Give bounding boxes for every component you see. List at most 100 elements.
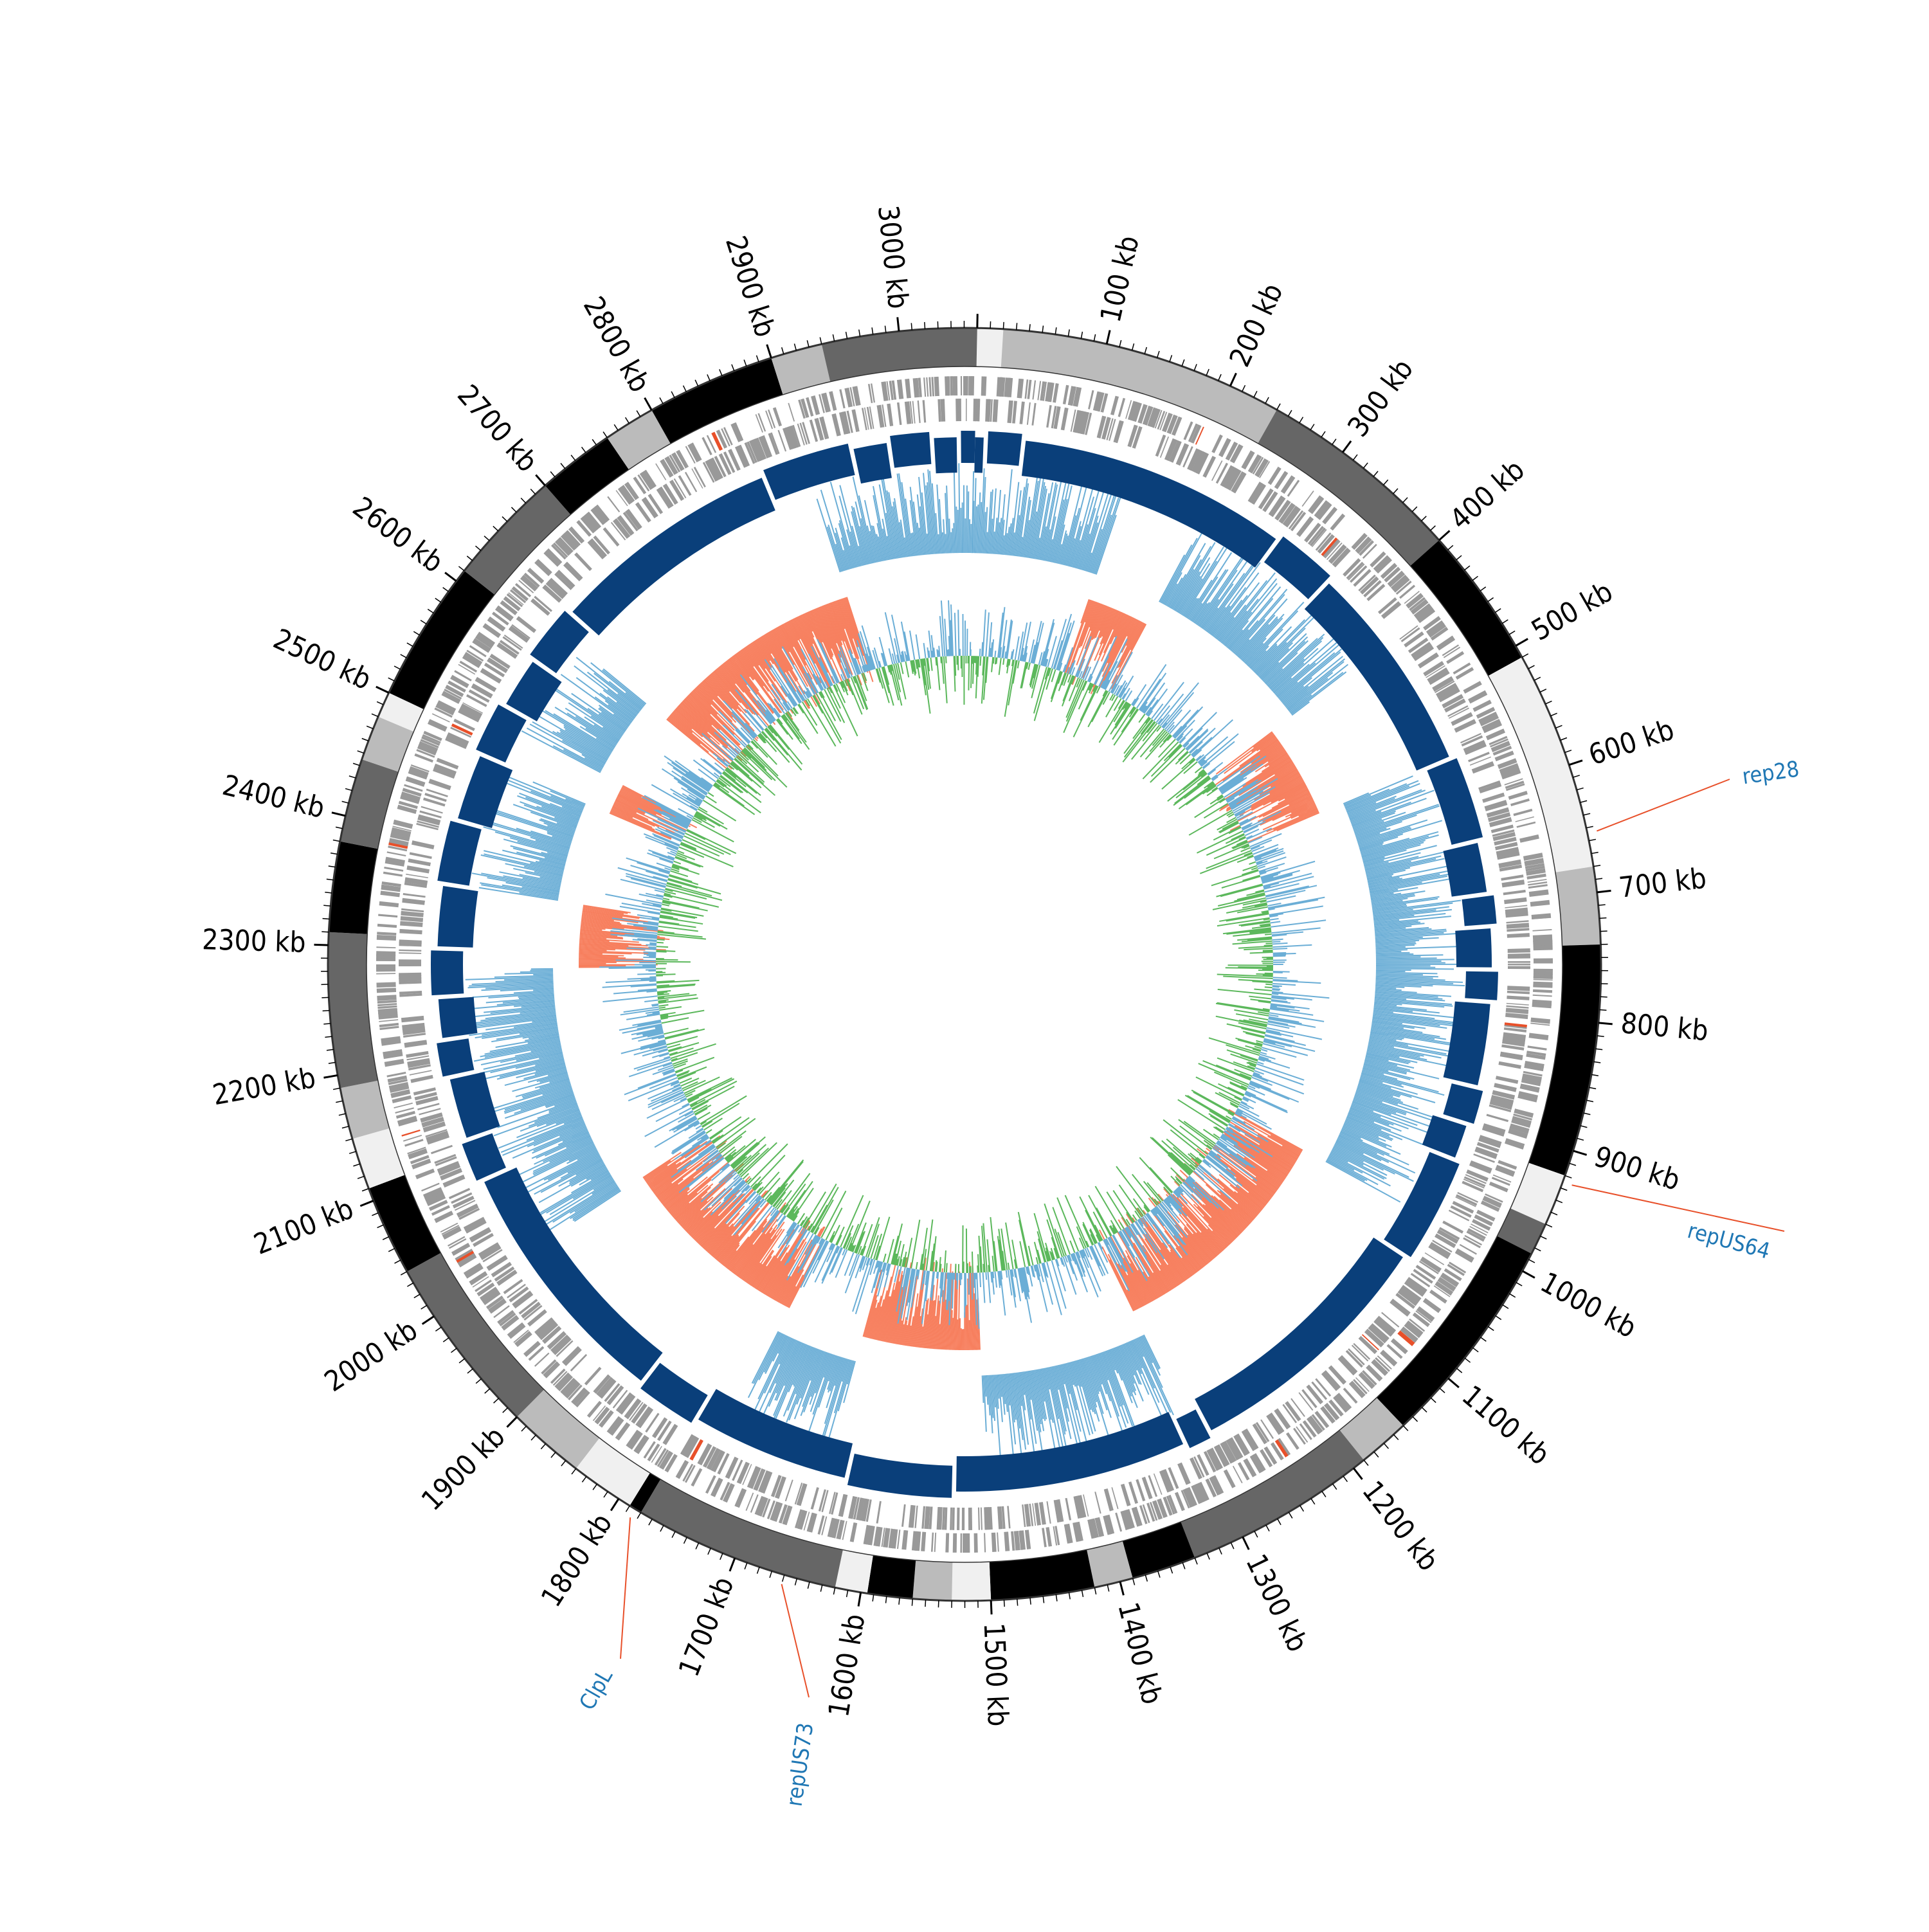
gc-bar-low: [930, 658, 932, 671]
gene-mark: [978, 1508, 980, 1530]
gc-bar-low: [973, 656, 974, 683]
gc-bar-high: [1272, 941, 1281, 942]
gene-mark: [1494, 1083, 1517, 1092]
gene-mark: [1534, 979, 1553, 980]
gc-bar-low: [657, 985, 669, 986]
gc-bar-high: [957, 1273, 958, 1290]
gene-mark: [1115, 1513, 1122, 1532]
gc-bar-low: [1209, 1038, 1260, 1053]
gc-bar-low: [1077, 1227, 1086, 1249]
contig-segment: [1443, 843, 1487, 897]
skew-bar-positive: [505, 973, 554, 974]
gc-bar-high: [649, 943, 657, 944]
gc-bar-low: [1164, 744, 1181, 761]
skew-bar-positive: [966, 485, 967, 553]
contig-segment: [1443, 1083, 1483, 1124]
gc-bar-high: [606, 980, 657, 982]
gc-bar-high: [1255, 1068, 1303, 1085]
gc-bar-low: [674, 862, 681, 864]
skew-bar-positive: [945, 534, 946, 553]
gc-bar-high: [1092, 1245, 1105, 1275]
gene-mark: [1533, 995, 1552, 997]
gc-bar-low: [911, 1220, 919, 1268]
gc-bar-high: [1254, 849, 1283, 859]
gc-bar-high: [649, 948, 656, 949]
gc-bar-low: [1216, 1065, 1251, 1079]
gc-bar-high: [1042, 619, 1054, 665]
gc-bar-high: [637, 974, 656, 975]
gc-bar-low: [944, 656, 947, 703]
gc-bar-low: [1217, 1003, 1270, 1011]
gene-mark: [1063, 385, 1069, 404]
gc-bar-high: [929, 651, 930, 658]
gc-bar-low: [658, 1000, 668, 1001]
gc-bar-low: [1263, 950, 1273, 951]
contig-segment: [1422, 1115, 1467, 1158]
contig-segment: [530, 611, 589, 673]
gc-bar-low: [786, 712, 799, 730]
gene-mark: [1527, 1045, 1546, 1051]
skew-bar-positive: [520, 971, 553, 972]
gc-bar-low: [1058, 1232, 1066, 1256]
gc-bar-low: [656, 974, 675, 975]
gc-bar-low: [809, 1184, 837, 1231]
gc-bar-low: [1123, 721, 1155, 762]
gc-bar-high: [605, 894, 661, 905]
gene-mark: [1027, 402, 1031, 425]
gene-mark: [952, 1508, 954, 1530]
skew-bar-positive: [530, 970, 553, 971]
gc-bar-low: [1057, 1198, 1078, 1251]
contig-segment: [476, 705, 527, 763]
gc-bar-high: [657, 863, 671, 868]
contig-segment: [1022, 441, 1276, 568]
skew-bar-negative: [967, 1305, 968, 1350]
gc-bar-high: [1262, 1047, 1296, 1057]
gc-bar-low: [1239, 1020, 1267, 1026]
gene-mark: [412, 840, 435, 849]
gc-bar-high: [778, 1216, 785, 1225]
gc-bar-high: [644, 952, 657, 953]
skew-bar-positive: [1090, 496, 1114, 573]
gene-mark: [850, 1522, 858, 1542]
skew-bar-positive: [1376, 958, 1437, 959]
contig-segment: [853, 443, 891, 483]
gc-bar-high: [1272, 948, 1287, 949]
contig-segment: [961, 431, 975, 463]
gc-bar-high: [1187, 1178, 1218, 1209]
gc-bar-low: [1139, 1157, 1172, 1193]
contig-segment: [974, 437, 984, 473]
gc-bar-high: [651, 1004, 658, 1005]
contig-segment: [439, 997, 478, 1038]
skew-bar-negative: [579, 957, 626, 958]
gc-bar-low: [1265, 987, 1272, 988]
gc-bar-high: [616, 960, 656, 961]
gc-bar-high: [1272, 989, 1279, 990]
gc-bar-high: [1261, 1049, 1267, 1051]
gc-bar-high: [1182, 712, 1217, 746]
skew-bar-positive: [971, 524, 972, 553]
gene-mark: [981, 1508, 983, 1530]
gene-mark: [1094, 1492, 1101, 1513]
skew-bar-positive: [959, 464, 960, 554]
gc-bar-low: [1216, 1004, 1269, 1012]
gene-mark: [1503, 890, 1526, 895]
contig-segment: [847, 1454, 952, 1498]
gene-mark: [1516, 817, 1534, 822]
gene-mark: [376, 951, 395, 956]
gc-bar-high: [983, 609, 986, 656]
gene-mark: [387, 851, 406, 856]
gene-mark: [1534, 969, 1553, 972]
gc-bar-low: [1263, 975, 1273, 976]
gene-mark: [406, 874, 428, 878]
gene-mark: [1155, 435, 1166, 456]
skew-bar-positive: [533, 974, 553, 975]
contig-segment: [1462, 895, 1496, 926]
gc-bar-high: [634, 1058, 671, 1069]
gene-mark: [1463, 681, 1481, 694]
gc-bar-low: [1242, 876, 1260, 881]
gene-mark: [394, 1103, 413, 1108]
gc-bar-low: [716, 1119, 756, 1148]
gene-mark: [997, 1532, 999, 1551]
skew-bar-positive: [958, 510, 959, 553]
